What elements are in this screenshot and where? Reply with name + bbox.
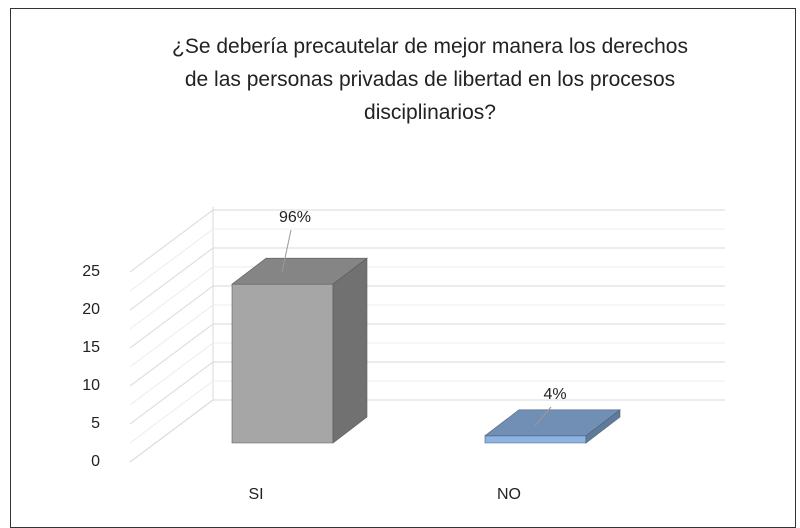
y-tick-label: 0 bbox=[91, 453, 100, 470]
y-tick-label: 20 bbox=[82, 301, 100, 318]
grid-line bbox=[129, 247, 725, 311]
grid-line bbox=[129, 399, 725, 463]
grid-line bbox=[129, 285, 725, 349]
axis-wall bbox=[129, 399, 725, 463]
bar-top bbox=[231, 257, 368, 285]
minor-grid-line bbox=[129, 380, 725, 444]
x-tick-label: SI bbox=[248, 486, 263, 503]
y-tick-label: 10 bbox=[82, 377, 100, 394]
grid-line bbox=[129, 323, 725, 387]
y-tick-label: 5 bbox=[91, 415, 100, 432]
x-tick-label: NO bbox=[497, 486, 521, 503]
bar-front bbox=[231, 283, 334, 444]
bar-top bbox=[484, 409, 621, 437]
label-leader bbox=[534, 406, 552, 427]
grid-line bbox=[129, 361, 725, 425]
data-label: 96% bbox=[279, 209, 311, 226]
label-leader bbox=[281, 229, 292, 273]
bar-front bbox=[484, 435, 587, 444]
y-tick-label: 25 bbox=[82, 263, 100, 280]
bar-side bbox=[332, 257, 368, 444]
grid-line bbox=[129, 209, 725, 273]
minor-grid-line bbox=[129, 342, 725, 406]
minor-grid-line bbox=[129, 304, 725, 368]
minor-grid-line bbox=[129, 228, 725, 292]
y-tick-label: 15 bbox=[82, 339, 100, 356]
data-label: 4% bbox=[543, 386, 566, 403]
bar bbox=[231, 257, 368, 444]
minor-grid-line bbox=[129, 266, 725, 330]
chart-title: ¿Se debería precautelar de mejor manera … bbox=[172, 35, 688, 124]
bar bbox=[484, 409, 621, 444]
